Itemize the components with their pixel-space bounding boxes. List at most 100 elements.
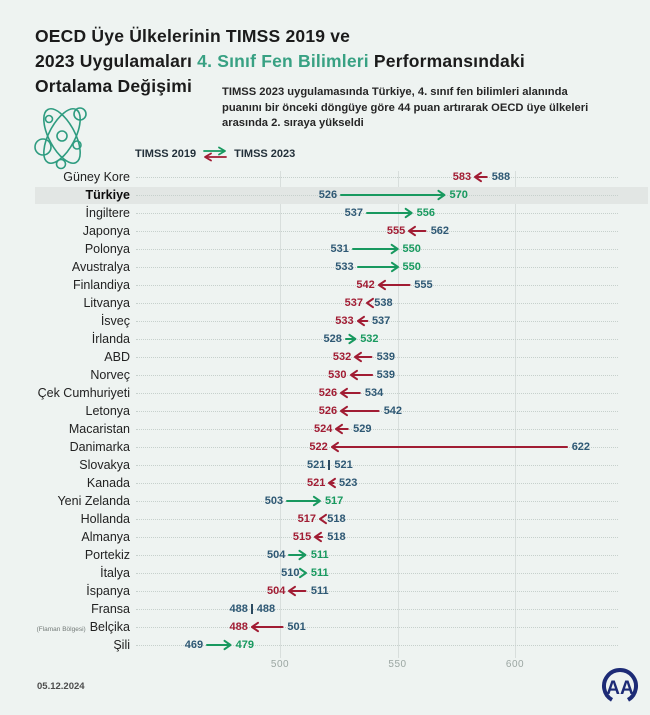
trend-arrow	[408, 225, 427, 237]
country-label: Yeni Zelanda	[0, 492, 130, 510]
value-2019: 510	[281, 567, 300, 579]
country-name: İrlanda	[91, 332, 130, 346]
value-2019: 539	[376, 369, 395, 381]
value-2023: 524	[314, 423, 333, 435]
country-label: Letonya	[0, 402, 130, 420]
country-note: (Flaman Bölgesi)	[36, 626, 86, 633]
leader-line	[136, 645, 618, 646]
leader-line	[136, 573, 618, 574]
country-label: Almanya	[0, 528, 130, 546]
country-label: ABD	[0, 348, 130, 366]
value-2023: 522	[309, 441, 328, 453]
value-2023: 526	[318, 387, 338, 399]
value-2019: 622	[571, 441, 591, 453]
value-2023: 511	[310, 549, 329, 561]
leader-line	[136, 177, 618, 178]
value-2019: 537	[344, 207, 363, 219]
country-label: Hollanda	[0, 510, 130, 528]
value-2019: 533	[335, 261, 354, 273]
country-label: Portekiz	[0, 546, 130, 564]
title-line-2-suffix: Performansındaki	[368, 51, 525, 71]
no-change-bar	[328, 460, 331, 470]
gridline	[515, 171, 516, 658]
country-label: Litvanya	[0, 294, 130, 312]
value-2023: 532	[332, 351, 352, 363]
value-2023: 517	[324, 495, 344, 507]
trend-arrow	[335, 423, 350, 435]
country-label: Fransa	[0, 600, 130, 618]
value-2023: 517	[297, 513, 316, 525]
legend: TIMSS 2019 TIMSS 2023	[135, 146, 295, 162]
value-2019: 529	[353, 423, 372, 435]
trend-arrow	[354, 351, 373, 363]
value-2019: 501	[287, 621, 306, 633]
trend-arrow	[250, 621, 284, 633]
value-2023: 583	[452, 171, 472, 183]
leader-line	[136, 303, 618, 304]
country-label: Danimarka	[0, 438, 130, 456]
country-label: Türkiye	[0, 186, 130, 204]
leader-line	[136, 591, 618, 592]
title-line-2: 2023 Uygulamaları 4. Sınıf Fen Bilimleri…	[35, 49, 525, 74]
trend-arrow	[288, 549, 307, 561]
trend-arrow	[340, 405, 380, 417]
trend-arrow	[340, 189, 446, 201]
value-2019: 518	[327, 513, 346, 525]
country-name: Finlandiya	[73, 278, 130, 292]
leader-line	[136, 501, 618, 502]
country-label: İsveç	[0, 312, 130, 330]
value-2019: 539	[376, 351, 395, 363]
subtitle-line: TIMSS 2023 uygulamasında Türkiye, 4. sın…	[222, 86, 568, 98]
legend-arrows-icon	[203, 146, 228, 162]
country-name: Letonya	[85, 404, 130, 418]
leader-line	[136, 483, 618, 484]
value-2023: 556	[416, 207, 435, 219]
legend-label-timss-2023: TIMSS 2023	[234, 148, 296, 160]
trend-arrow	[356, 315, 368, 327]
title-line-3: Ortalama Değişimi	[35, 76, 193, 96]
country-name: Türkiye	[85, 188, 130, 202]
country-label: Norveç	[0, 366, 130, 384]
axis-tick-label: 500	[270, 659, 290, 670]
value-2019: 488	[256, 603, 276, 615]
country-name: Macaristan	[68, 422, 130, 436]
value-2023: 570	[449, 189, 468, 201]
value-2023: 511	[310, 567, 329, 579]
atom-icon	[34, 107, 87, 170]
country-label: Şili	[0, 636, 130, 654]
trend-arrow	[328, 477, 337, 489]
title-line-2-prefix: 2023 Uygulamaları	[35, 51, 198, 71]
gridline	[280, 171, 281, 658]
country-name: Kanada	[86, 476, 130, 490]
value-2019: 538	[374, 297, 393, 309]
leader-line	[136, 321, 618, 322]
value-2019: 523	[339, 477, 358, 489]
trend-arrow	[288, 585, 307, 597]
leader-line	[136, 339, 618, 340]
trend-arrow	[474, 171, 488, 183]
country-label: Polonya	[0, 240, 130, 258]
country-label: İtalya	[0, 564, 130, 582]
country-name: İsveç	[100, 314, 130, 328]
value-2023: 504	[267, 585, 286, 597]
leader-line	[136, 609, 618, 610]
leader-line	[136, 519, 618, 520]
country-name: Danimarka	[69, 440, 130, 454]
country-label: (Flaman Bölgesi) Belçika	[0, 618, 130, 636]
value-2019: 588	[491, 171, 511, 183]
value-2023: 530	[328, 369, 347, 381]
trend-arrow	[365, 297, 374, 309]
gridline	[397, 171, 399, 658]
trend-arrow	[351, 243, 399, 255]
trend-arrow	[206, 639, 232, 651]
value-2019: 537	[371, 315, 391, 327]
country-label: Avustralya	[0, 258, 130, 276]
trend-arrow	[286, 495, 321, 507]
subtitle: TIMSS 2023 uygulamasında Türkiye, 4. sın…	[222, 85, 588, 132]
country-label: Macaristan	[0, 420, 130, 438]
no-change-bar	[250, 604, 253, 614]
trend-arrow	[365, 207, 413, 219]
value-2023: 533	[335, 315, 354, 327]
value-2019: 503	[264, 495, 284, 507]
